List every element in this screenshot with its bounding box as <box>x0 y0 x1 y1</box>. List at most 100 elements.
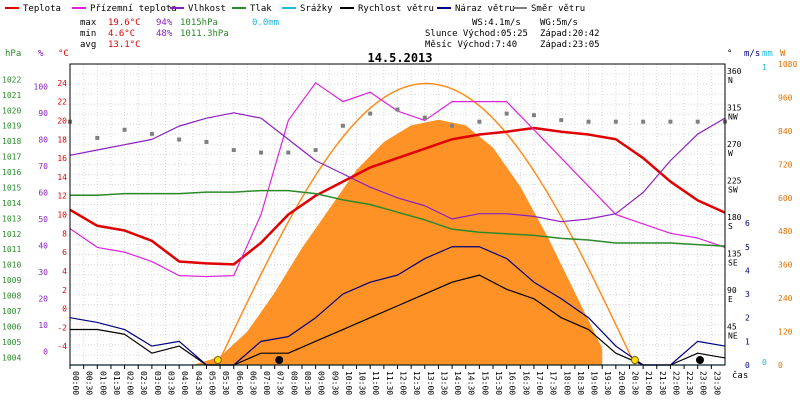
x-tick-label-22: 11:00 <box>371 371 380 395</box>
x-tick-label-33: 16:30 <box>521 371 530 395</box>
x-tick-label-47: 23:30 <box>712 371 721 395</box>
mm-tick-1: 1 <box>762 63 767 72</box>
wind-dir-point-1 <box>95 135 100 140</box>
series-line-6 <box>69 246 726 366</box>
series-line-5 <box>70 274 726 366</box>
x-tick-label-25: 12:30 <box>412 371 421 395</box>
x-tick-label-42: 21:00 <box>644 371 653 395</box>
wind-dir-point-16 <box>504 111 509 116</box>
dir-tick-deg-6: 315 <box>727 104 742 113</box>
pct-tick-5: 50 <box>38 215 48 224</box>
wind-dir-point-15 <box>477 119 482 124</box>
x-tick-label-5: 02:30 <box>139 371 148 395</box>
temp-tick-1: -2 <box>57 323 67 332</box>
dir-tick-name-7: N <box>728 76 733 85</box>
wind-dir-point-21 <box>641 119 646 124</box>
info-wg: WG:5m/s <box>540 18 578 28</box>
dir-tick-name-0: NE <box>728 332 738 341</box>
dir-tick-deg-7: 360 <box>727 67 742 76</box>
temp-tick-8: 12 <box>57 192 67 201</box>
legend-label-3: Tlak <box>250 4 272 14</box>
pct-tick-1: 10 <box>38 321 48 330</box>
info-sun: Slunce Východ:05:25 <box>425 29 528 39</box>
pct-tick-10: 100 <box>34 82 49 91</box>
info-ws: WS:4.1m/s <box>472 18 521 28</box>
series-line-2 <box>69 112 726 223</box>
wind-dir-point-19 <box>586 119 591 124</box>
hpa-tick-12: 1016 <box>2 168 21 177</box>
x-tick-label-32: 16:00 <box>508 371 517 395</box>
hpa-tick-9: 1013 <box>2 214 21 223</box>
ms-tick-2: 2 <box>745 314 750 323</box>
x-tick-label-35: 17:30 <box>549 371 558 395</box>
dir-tick-deg-2: 135 <box>727 250 742 259</box>
pct-tick-4: 40 <box>38 242 48 251</box>
pct-tick-0: 0 <box>43 348 48 357</box>
axis-w-label: W <box>780 49 786 59</box>
dir-tick-deg-1: 90 <box>727 286 737 295</box>
stat-min-press: 1011.3hPa <box>180 29 229 39</box>
stat-max-temp: 19.6°C <box>108 18 141 28</box>
temp-tick-7: 10 <box>57 211 67 220</box>
moon-marker-0 <box>275 356 284 364</box>
axis-mm-label: mm <box>762 49 773 59</box>
legend-label-0: Teplota <box>23 4 61 14</box>
w-tick-8: 960 <box>778 93 793 102</box>
dir-tick-name-4: SW <box>728 186 738 195</box>
temp-tick-3: 2 <box>62 286 67 295</box>
hpa-tick-2: 1006 <box>2 322 21 331</box>
axis-ms-label: m/s <box>744 49 760 59</box>
solar-area <box>192 82 636 366</box>
pct-tick-3: 30 <box>38 268 48 277</box>
hpa-tick-7: 1011 <box>2 245 21 254</box>
wind-dir-point-11 <box>368 111 373 116</box>
x-tick-label-10: 05:00 <box>207 371 216 395</box>
x-tick-label-12: 06:00 <box>235 371 244 395</box>
wind-dir-point-6 <box>231 148 236 153</box>
x-tick-label-11: 05:30 <box>221 371 230 395</box>
x-tick-label-40: 20:00 <box>617 371 626 395</box>
wind-dir-point-2 <box>122 127 127 132</box>
w-tick-5: 600 <box>778 194 793 203</box>
sun-marker-1 <box>630 356 639 364</box>
legend-label-7: Směr větru <box>531 4 585 14</box>
x-tick-label-27: 13:30 <box>439 371 448 395</box>
temp-tick-5: 6 <box>62 248 67 257</box>
hpa-tick-16: 1020 <box>2 106 21 115</box>
x-tick-label-46: 23:00 <box>699 371 708 395</box>
w-tick-9: 1080 <box>778 60 797 69</box>
wind-dir-point-14 <box>450 123 455 128</box>
x-tick-label-2: 01:00 <box>98 371 107 395</box>
stat-min-hum: 48% <box>156 29 173 39</box>
x-tick-label-20: 10:00 <box>344 371 353 395</box>
dir-tick-deg-3: 180 <box>727 213 742 222</box>
mm-tick-0: 0 <box>762 358 767 367</box>
x-tick-label-37: 18:30 <box>576 371 585 395</box>
temp-tick-11: 18 <box>57 135 67 144</box>
x-tick-label-36: 18:00 <box>562 371 571 395</box>
hpa-tick-13: 1017 <box>2 153 21 162</box>
wind-dir-point-7 <box>259 150 264 155</box>
series-line-3 <box>70 189 726 247</box>
stat-max-rain: 0.0mm <box>252 18 279 28</box>
hpa-tick-5: 1009 <box>2 276 21 285</box>
x-tick-label-7: 03:30 <box>167 371 176 395</box>
x-tick-label-21: 10:30 <box>358 371 367 395</box>
wind-dir-point-12 <box>395 107 400 112</box>
pct-tick-9: 90 <box>38 109 48 118</box>
x-tick-label-38: 19:00 <box>590 371 599 395</box>
pct-tick-6: 60 <box>38 188 48 197</box>
x-tick-label-17: 08:30 <box>303 371 312 395</box>
x-tick-label-0: 00:00 <box>71 371 80 395</box>
wind-dir-point-10 <box>340 123 345 128</box>
hpa-tick-4: 1008 <box>2 292 21 301</box>
x-axis-label: čas <box>732 370 748 381</box>
w-tick-6: 720 <box>778 160 793 169</box>
legend-label-2: Vlhkost <box>188 4 226 14</box>
hpa-tick-11: 1015 <box>2 183 21 192</box>
x-tick-label-4: 02:00 <box>126 371 135 395</box>
wind-dir-point-9 <box>313 148 318 153</box>
hpa-tick-10: 1014 <box>2 199 21 208</box>
